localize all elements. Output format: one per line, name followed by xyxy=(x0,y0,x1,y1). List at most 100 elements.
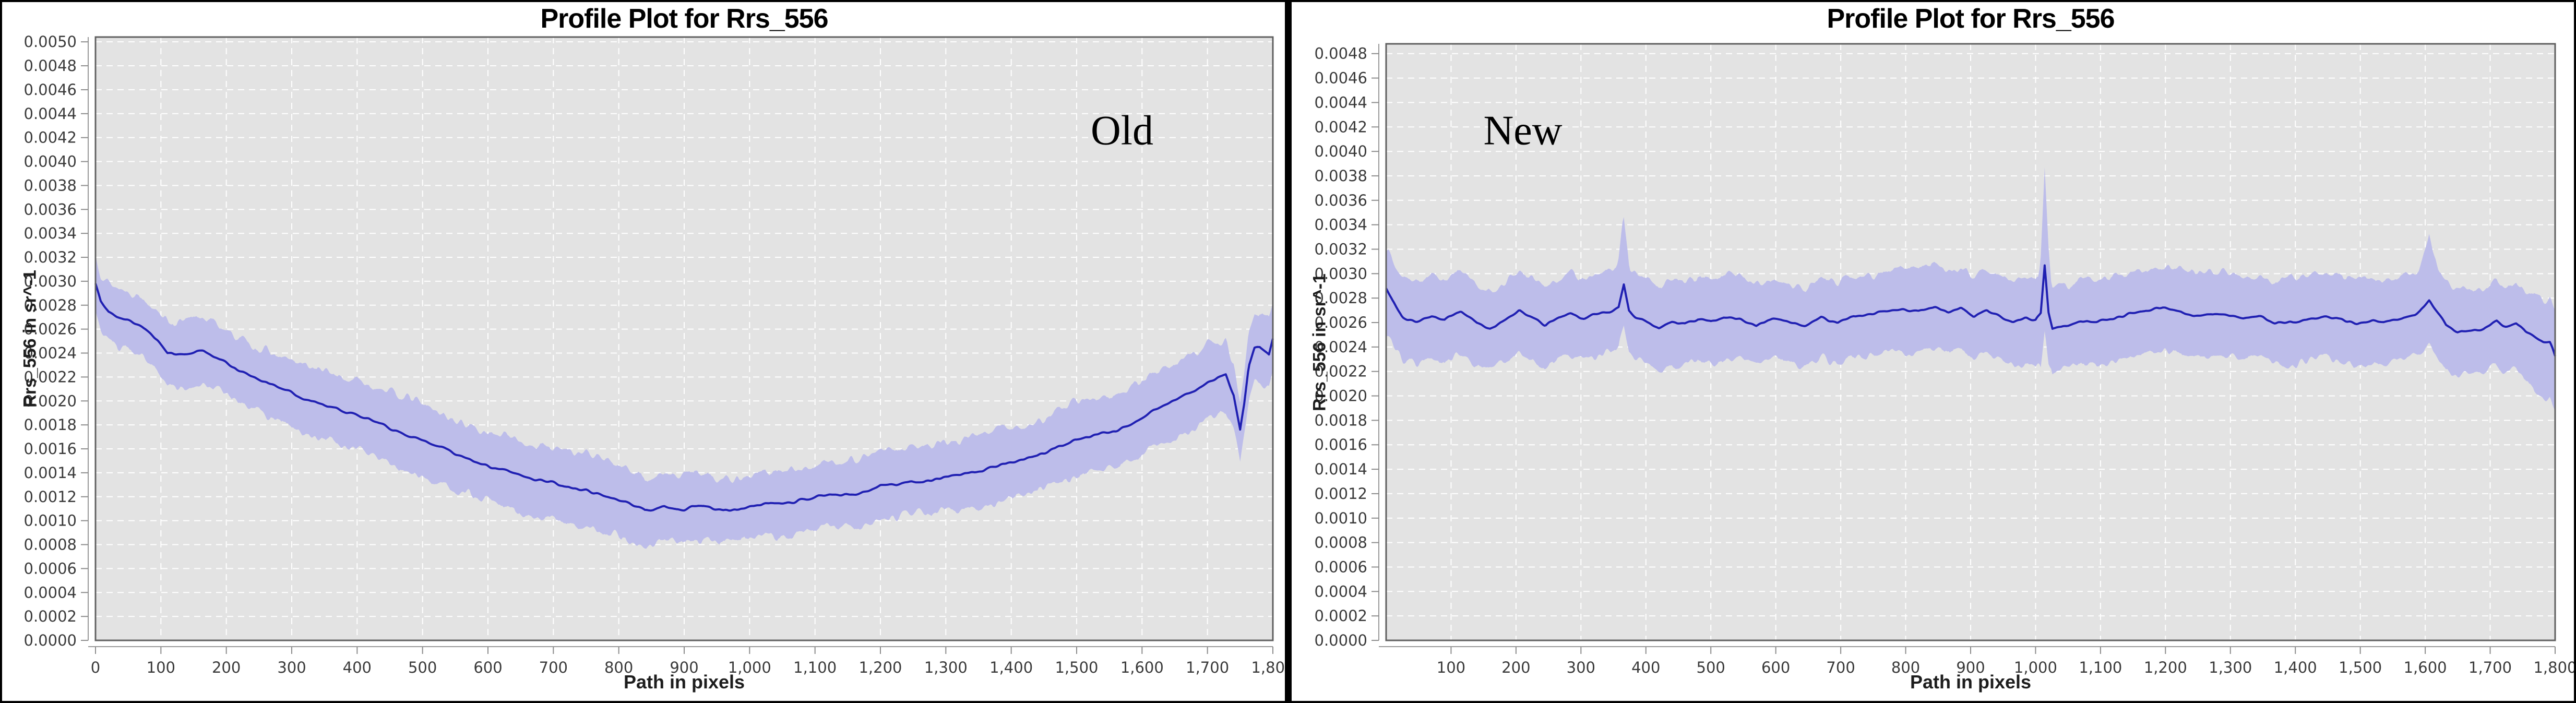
svg-text:0.0044: 0.0044 xyxy=(24,105,77,123)
x-tick-labels: 0 100 200 300 400 500 600 700 800 900 1,000 1,100 1,… xyxy=(91,659,1285,676)
svg-text:0.0048: 0.0048 xyxy=(24,57,77,75)
svg-text:700: 700 xyxy=(539,659,568,676)
svg-text:0.0038: 0.0038 xyxy=(1315,167,1367,185)
svg-text:0.0050: 0.0050 xyxy=(24,33,77,51)
uncertainty-band xyxy=(96,254,1273,549)
svg-text:1,500: 1,500 xyxy=(1055,659,1098,676)
svg-text:1,800: 1,800 xyxy=(1251,659,1285,676)
svg-text:0.0000: 0.0000 xyxy=(1315,631,1367,649)
svg-text:1,400: 1,400 xyxy=(2274,659,2317,676)
svg-text:0.0042: 0.0042 xyxy=(24,129,77,147)
svg-text:600: 600 xyxy=(473,659,502,676)
svg-text:200: 200 xyxy=(212,659,241,676)
svg-text:1,000: 1,000 xyxy=(728,659,771,676)
svg-text:0.0020: 0.0020 xyxy=(24,392,77,410)
tick-marks xyxy=(1372,53,2556,654)
svg-text:0.0030: 0.0030 xyxy=(1315,265,1367,282)
svg-text:0.0028: 0.0028 xyxy=(1315,289,1367,307)
svg-text:500: 500 xyxy=(408,659,437,676)
svg-text:0.0046: 0.0046 xyxy=(1315,69,1367,87)
svg-text:0.0020: 0.0020 xyxy=(1315,387,1367,405)
svg-text:1,300: 1,300 xyxy=(2209,659,2252,676)
svg-text:500: 500 xyxy=(1697,659,1725,676)
svg-text:1,600: 1,600 xyxy=(2404,659,2447,676)
svg-text:0.0006: 0.0006 xyxy=(24,559,77,577)
svg-text:0.0022: 0.0022 xyxy=(1315,363,1367,380)
svg-text:200: 200 xyxy=(1501,659,1530,676)
svg-text:0.0024: 0.0024 xyxy=(1315,338,1367,356)
svg-text:800: 800 xyxy=(1891,659,1920,676)
svg-text:600: 600 xyxy=(1761,659,1790,676)
svg-text:0.0026: 0.0026 xyxy=(24,320,77,338)
svg-text:0.0032: 0.0032 xyxy=(24,248,77,266)
svg-text:0.0038: 0.0038 xyxy=(24,176,77,194)
svg-text:0: 0 xyxy=(91,659,100,676)
svg-text:1,000: 1,000 xyxy=(2014,659,2057,676)
svg-text:0.0014: 0.0014 xyxy=(1315,460,1367,478)
y-axis-title-new: Rrs_556 in sr^-1 xyxy=(1309,273,1330,411)
svg-text:0.0004: 0.0004 xyxy=(1315,582,1367,600)
svg-text:0.0040: 0.0040 xyxy=(24,153,77,171)
y-tick-labels: 0.0000 0.0002 0.0004 0.0006 0.0008 0.0010 0.00… xyxy=(1315,45,1367,649)
profile-line xyxy=(1385,264,2556,356)
svg-text:900: 900 xyxy=(670,659,698,676)
svg-text:1,100: 1,100 xyxy=(793,659,837,676)
svg-text:300: 300 xyxy=(277,659,306,676)
svg-text:0.0036: 0.0036 xyxy=(1315,192,1367,209)
chart-title-new: Profile Plot for Rrs_556 xyxy=(1827,4,2115,34)
profile-plot-panel-old: 0.0000 0.0002 0.0004 0.0006 0.0008 0.0010 0.00… xyxy=(2,2,1285,701)
svg-text:100: 100 xyxy=(1437,659,1465,676)
svg-text:1,700: 1,700 xyxy=(2468,659,2512,676)
svg-text:0.0028: 0.0028 xyxy=(24,296,77,314)
svg-text:0.0018: 0.0018 xyxy=(24,416,77,434)
svg-text:0.0024: 0.0024 xyxy=(24,344,77,362)
profile-plot-panel-new: 0.0000 0.0002 0.0004 0.0006 0.0008 0.0010 0.00… xyxy=(1292,2,2574,701)
svg-text:1,300: 1,300 xyxy=(924,659,968,676)
svg-text:1,500: 1,500 xyxy=(2339,659,2382,676)
tick-marks xyxy=(81,41,1273,654)
svg-text:900: 900 xyxy=(1956,659,1985,676)
svg-text:1,200: 1,200 xyxy=(2144,659,2187,676)
svg-text:400: 400 xyxy=(343,659,372,676)
svg-text:0.0010: 0.0010 xyxy=(1315,509,1367,527)
profile-line xyxy=(94,283,1274,512)
svg-text:0.0000: 0.0000 xyxy=(24,631,77,649)
annotation-new: New xyxy=(1483,108,1563,154)
x-axis-title-old: Path in pixels xyxy=(623,671,745,693)
svg-text:100: 100 xyxy=(147,659,175,676)
svg-text:0.0006: 0.0006 xyxy=(1315,558,1367,576)
svg-text:0.0042: 0.0042 xyxy=(1315,118,1367,136)
svg-text:0.0002: 0.0002 xyxy=(1315,607,1367,625)
panel-divider xyxy=(1285,2,1292,701)
svg-text:0.0022: 0.0022 xyxy=(24,368,77,386)
svg-text:0.0018: 0.0018 xyxy=(1315,411,1367,429)
plot-border xyxy=(1385,43,2556,641)
svg-text:0.0034: 0.0034 xyxy=(24,224,77,242)
svg-text:1,600: 1,600 xyxy=(1120,659,1164,676)
svg-text:700: 700 xyxy=(1826,659,1855,676)
svg-text:0.0014: 0.0014 xyxy=(24,464,77,482)
svg-text:1,400: 1,400 xyxy=(989,659,1033,676)
x-axis-title-new: Path in pixels xyxy=(1910,671,2032,693)
svg-text:0.0030: 0.0030 xyxy=(24,272,77,290)
svg-text:1,100: 1,100 xyxy=(2079,659,2122,676)
annotation-old: Old xyxy=(1091,108,1153,154)
svg-text:0.0026: 0.0026 xyxy=(1315,314,1367,331)
svg-text:0.0008: 0.0008 xyxy=(24,536,77,554)
y-axis-title-old: Rrs_556 in sr^-1 xyxy=(20,270,40,408)
plot-canvas-old: 0.0000 0.0002 0.0004 0.0006 0.0008 0.0010 0.00… xyxy=(24,33,1285,676)
svg-text:0.0032: 0.0032 xyxy=(1315,240,1367,258)
svg-text:0.0004: 0.0004 xyxy=(24,583,77,601)
x-tick-labels: 100 200 300 400 500 600 700 800 900 1,000 1,100 1,2… xyxy=(1437,659,2574,676)
svg-text:0.0040: 0.0040 xyxy=(1315,142,1367,160)
chart-title-old: Profile Plot for Rrs_556 xyxy=(540,4,828,34)
svg-text:0.0012: 0.0012 xyxy=(1315,485,1367,503)
svg-text:0.0012: 0.0012 xyxy=(24,488,77,506)
svg-text:300: 300 xyxy=(1567,659,1595,676)
svg-text:1,700: 1,700 xyxy=(1186,659,1229,676)
svg-text:800: 800 xyxy=(604,659,633,676)
svg-text:0.0016: 0.0016 xyxy=(24,440,77,458)
svg-text:0.0048: 0.0048 xyxy=(1315,45,1367,63)
y-tick-labels: 0.0000 0.0002 0.0004 0.0006 0.0008 0.0010 0.00… xyxy=(24,33,77,649)
